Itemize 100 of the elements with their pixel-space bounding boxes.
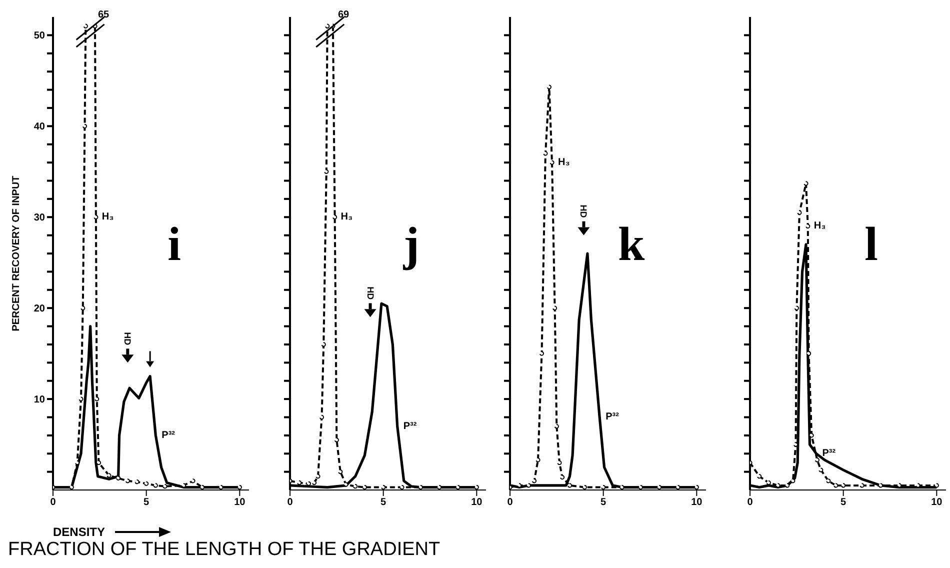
point [676, 484, 680, 490]
point [83, 24, 88, 28]
annotation: 65 [98, 10, 110, 20]
x-tick-label: 0 [50, 497, 56, 508]
point [806, 224, 810, 229]
x-tick-label: 0 [507, 497, 514, 508]
annotation: HD [365, 286, 376, 300]
point [200, 484, 205, 490]
point [474, 484, 479, 490]
point [841, 483, 846, 488]
series-label: P³² [162, 430, 176, 441]
point [934, 483, 939, 488]
point [82, 124, 88, 128]
point [860, 483, 864, 488]
x-tick-label: 5 [600, 497, 607, 508]
point [560, 474, 565, 480]
point [601, 484, 606, 490]
point [218, 484, 224, 490]
point [582, 484, 587, 490]
y-tick-label: 50 [34, 30, 46, 42]
point [94, 214, 98, 220]
point [116, 476, 121, 480]
x-tick-label: 5 [380, 497, 387, 508]
point [106, 473, 112, 478]
x-tick-label: 10 [931, 497, 943, 508]
point [543, 151, 548, 156]
point [312, 480, 317, 486]
point [550, 160, 554, 165]
x-tick-label: 10 [691, 497, 703, 508]
point [797, 210, 802, 215]
series-label: H₃ [340, 212, 354, 223]
point [526, 483, 531, 488]
point [794, 306, 799, 310]
point [400, 484, 404, 490]
point [125, 478, 130, 484]
annotation: HD [122, 332, 133, 346]
point [324, 169, 329, 174]
point [834, 483, 838, 488]
point [557, 460, 562, 466]
point [456, 484, 460, 490]
point [338, 470, 343, 474]
point [162, 484, 168, 489]
point [437, 484, 442, 490]
series-label: H₃ [102, 212, 114, 223]
text: j [402, 218, 420, 271]
point [80, 306, 86, 310]
point [536, 458, 540, 462]
point [94, 396, 100, 402]
point [237, 484, 242, 490]
point [334, 438, 339, 442]
point [809, 433, 814, 438]
point [306, 481, 311, 486]
point [362, 484, 367, 490]
annotation: HD [578, 204, 589, 218]
point [826, 478, 831, 484]
point [316, 474, 320, 479]
point [539, 351, 544, 356]
x-axis-title: FRACTION OF THE LENGTH OF THE GRADIENT [8, 539, 440, 560]
point [190, 478, 196, 484]
point [757, 474, 762, 479]
point [785, 483, 790, 488]
point [418, 484, 423, 490]
point [657, 484, 662, 490]
point [567, 483, 572, 488]
point [806, 351, 812, 356]
x-tick-label: 0 [287, 497, 294, 508]
point [134, 480, 140, 484]
point [878, 483, 883, 488]
text: i [168, 218, 182, 271]
y-axis-title: PERCENT RECOVERY OF INPUT [11, 176, 22, 332]
point [814, 458, 820, 462]
y-tick-label: 20 [34, 304, 46, 315]
point [818, 468, 824, 472]
point [297, 480, 302, 486]
point [78, 396, 84, 402]
point [554, 424, 559, 429]
point [694, 484, 699, 490]
series-label: P³² [403, 420, 418, 432]
y-tick-label: 30 [34, 212, 46, 224]
series-label: H₃ [814, 220, 826, 232]
x-tick-label: 5 [144, 497, 150, 508]
point [153, 483, 158, 488]
x-tick-label: 0 [747, 497, 754, 508]
point [96, 460, 102, 466]
point [790, 478, 796, 484]
point [344, 482, 348, 487]
point [144, 481, 149, 486]
series-label: H₃ [558, 157, 570, 168]
point [532, 478, 537, 484]
point [552, 306, 558, 310]
text: l [864, 218, 878, 271]
annotation: 69 [338, 10, 350, 20]
point [546, 84, 552, 90]
x-tick-label: 10 [471, 497, 483, 508]
text: DENSITY [53, 525, 106, 539]
point [804, 181, 808, 186]
point [325, 24, 330, 28]
point [319, 414, 324, 420]
point [638, 484, 643, 490]
text: k [618, 218, 645, 271]
